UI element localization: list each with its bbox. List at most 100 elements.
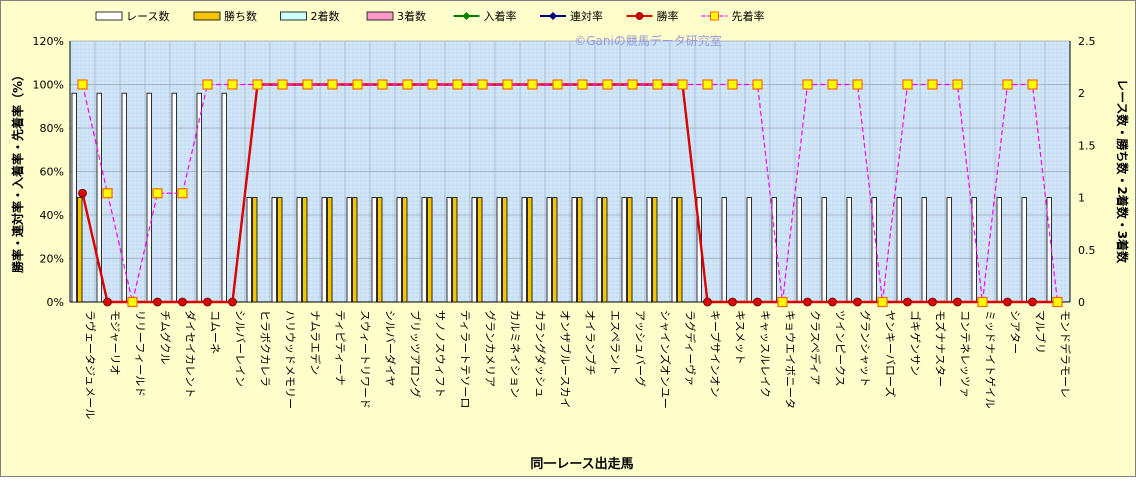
legend-swatch xyxy=(95,11,123,21)
bar-2 xyxy=(502,197,508,303)
point-marker xyxy=(502,79,513,90)
bar-2 xyxy=(527,197,533,303)
point-marker xyxy=(527,79,538,90)
x-tick-label: コムーネ xyxy=(209,310,222,354)
bar-2 xyxy=(677,197,683,303)
point-marker xyxy=(677,79,688,90)
x-tick-label: チムグクル xyxy=(159,310,173,364)
point-marker xyxy=(952,79,963,90)
x-tick-label: ヤンキーバローズ xyxy=(884,310,898,397)
y-right-tick-label: 2 xyxy=(1078,87,1085,100)
point-marker xyxy=(903,297,912,307)
bar-1 xyxy=(396,197,402,303)
bar-1 xyxy=(996,197,1002,303)
legend-item: 勝率 xyxy=(626,9,679,23)
point-marker xyxy=(827,79,838,90)
bar-1 xyxy=(371,197,377,303)
point-marker xyxy=(103,297,112,307)
point-marker xyxy=(102,188,113,199)
point-marker xyxy=(552,79,563,90)
legend-label: 2着数 xyxy=(311,9,340,23)
bar-1 xyxy=(796,197,802,303)
point-marker xyxy=(927,79,938,90)
bar-1 xyxy=(846,197,852,303)
legend-swatch xyxy=(193,11,221,21)
bar-1 xyxy=(296,197,302,303)
bar-1 xyxy=(921,197,927,303)
bar-1 xyxy=(896,197,902,303)
x-tick-label: ラヴェータジュメール xyxy=(84,310,98,419)
point-marker xyxy=(477,79,488,90)
bar-1 xyxy=(746,197,752,303)
bar-1 xyxy=(271,197,277,303)
point-marker xyxy=(427,79,438,90)
y-right-tick-label: 2.5 xyxy=(1078,35,1096,48)
point-marker xyxy=(902,79,913,90)
bar-2 xyxy=(402,197,408,303)
x-tick-label: エスペラント xyxy=(609,310,622,375)
y-left-tick-label: 40% xyxy=(40,209,64,222)
point-marker xyxy=(153,297,162,307)
point-marker xyxy=(452,79,463,90)
point-marker xyxy=(1028,297,1037,307)
legend-marker xyxy=(710,11,719,21)
bar-2 xyxy=(652,197,658,303)
point-marker xyxy=(652,79,663,90)
bar-1 xyxy=(221,92,227,303)
legend-label: 入着率 xyxy=(484,9,517,23)
point-marker xyxy=(728,297,737,307)
point-marker xyxy=(953,297,962,307)
point-marker xyxy=(352,79,363,90)
legend-swatch xyxy=(366,11,394,21)
bar-1 xyxy=(621,197,627,303)
x-tick-label: キョウエイボニータ xyxy=(784,310,797,409)
y-axis-right-title: レース数・勝ち数・2着数・3着数 xyxy=(1115,79,1130,264)
legend-label: 連対率 xyxy=(570,9,603,23)
x-tick-label: ツインピークス xyxy=(834,310,847,387)
bar-2 xyxy=(377,197,383,303)
x-tick-label: グランシャット xyxy=(859,310,873,387)
x-tick-label: ティピティーナ xyxy=(334,310,347,386)
bar-1 xyxy=(646,197,652,303)
line-series xyxy=(81,83,1059,303)
bar-1 xyxy=(446,197,452,303)
bar-1 xyxy=(571,197,577,303)
bar-1 xyxy=(321,197,327,303)
bar-2 xyxy=(577,197,583,303)
y-right-tick-label: 0 xyxy=(1078,296,1085,309)
x-tick-label: マルブリ xyxy=(1034,310,1048,354)
x-tick-label: ハリウッドメモリー xyxy=(284,310,297,409)
point-marker xyxy=(127,296,138,308)
bar-2 xyxy=(477,197,483,303)
legend-marker xyxy=(635,12,644,20)
x-tick-label: カルミネイション xyxy=(509,310,522,398)
point-marker xyxy=(177,188,188,199)
x-tick-label: コンテネレッツァ xyxy=(959,310,972,398)
legend-item: 3着数 xyxy=(366,9,426,23)
point-marker xyxy=(727,79,738,90)
bar-2 xyxy=(77,197,83,303)
bar-1 xyxy=(471,197,477,303)
point-marker xyxy=(1052,296,1063,308)
point-marker xyxy=(77,79,88,90)
x-tick-label: シャインズオンユー xyxy=(659,310,673,409)
y-left-tick-label: 100% xyxy=(33,79,64,92)
legend-item: 入着率 xyxy=(453,9,517,23)
point-marker xyxy=(152,188,163,199)
legend-item: 2着数 xyxy=(280,9,340,23)
point-marker xyxy=(802,79,813,90)
x-tick-label: シアター xyxy=(1009,310,1022,354)
legend-item: 勝ち数 xyxy=(193,9,257,23)
bar-1 xyxy=(246,197,252,303)
point-marker xyxy=(602,79,613,90)
point-marker xyxy=(402,79,413,90)
bar-1 xyxy=(821,197,827,303)
bar-2 xyxy=(277,197,283,303)
y-left-tick-label: 80% xyxy=(40,122,64,135)
y-right-tick-label: 0.5 xyxy=(1078,244,1096,257)
y-right-tick-label: 1 xyxy=(1078,192,1085,205)
bar-2 xyxy=(602,197,608,303)
legend-swatch xyxy=(280,11,307,21)
x-tick-label: ラグディーヴァ xyxy=(684,310,698,386)
bar-1 xyxy=(946,197,952,303)
